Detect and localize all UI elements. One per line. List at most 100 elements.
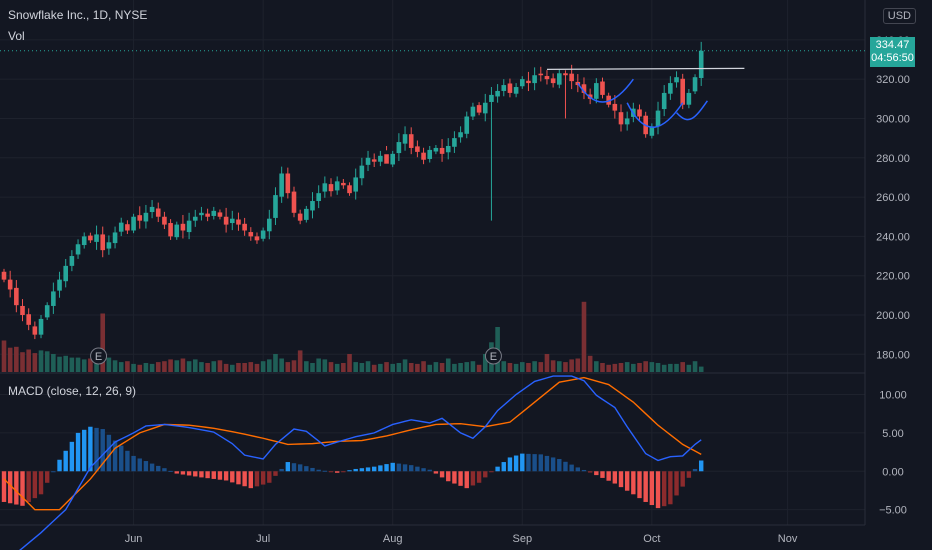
macd-histogram-bar — [427, 469, 432, 472]
candle — [402, 126, 408, 151]
candle — [112, 226, 118, 249]
candle-body — [20, 305, 25, 316]
candle — [322, 176, 328, 198]
candle — [20, 299, 25, 322]
candle — [470, 102, 476, 121]
macd-histogram-bar — [433, 471, 439, 474]
candle — [384, 145, 389, 164]
volume-bar — [637, 363, 642, 372]
candle — [334, 176, 340, 195]
candle — [390, 150, 396, 168]
candle-body — [439, 147, 445, 154]
candle-body — [692, 77, 698, 92]
macd-histogram-bar — [495, 466, 500, 472]
candle-body — [569, 73, 574, 82]
volume-bar — [390, 363, 396, 372]
date-tick-label: Sep — [512, 533, 532, 545]
volume-bar — [612, 363, 618, 372]
macd-histogram-bar — [316, 469, 321, 472]
candle — [674, 71, 679, 88]
volume-bar — [464, 362, 470, 372]
macd-histogram-bar — [100, 429, 105, 472]
macd-histogram-bar — [44, 471, 50, 483]
candle — [57, 271, 62, 298]
macd-histogram-bar — [88, 426, 93, 472]
volume-bar — [211, 361, 217, 372]
macd-histogram-bar — [409, 465, 414, 472]
candle — [38, 315, 44, 339]
volume-bar — [223, 363, 229, 372]
candle — [279, 166, 284, 203]
macd-histogram-bar — [532, 454, 537, 472]
candle-body — [310, 201, 315, 211]
volume-bar — [162, 361, 167, 372]
macd-histogram-bar — [137, 458, 142, 472]
macd-histogram-bar — [217, 471, 223, 480]
volume-bar — [482, 354, 488, 372]
candle — [427, 145, 433, 163]
candle — [433, 145, 439, 155]
volume-bar — [415, 363, 420, 372]
macd-histogram-bar — [507, 457, 513, 472]
candle-body — [618, 112, 624, 125]
macd-label[interactable]: MACD (close, 12, 26, 9) — [8, 384, 137, 398]
volume-bar — [649, 362, 655, 372]
candle-body — [470, 106, 476, 117]
candle-body — [538, 73, 544, 76]
macd-histogram-bar — [273, 471, 278, 476]
candle-body — [458, 132, 463, 138]
volume-bar — [248, 362, 254, 372]
macd-histogram-bar — [242, 471, 247, 487]
volume-bar — [501, 361, 507, 372]
price-tick-label: 200.00 — [876, 310, 910, 322]
macd-histogram-bar — [267, 471, 272, 483]
volume-bar — [285, 362, 291, 372]
volume-bar — [445, 358, 451, 372]
volume-bar — [532, 361, 537, 372]
volume-bar — [149, 363, 155, 372]
macd-histogram-bar — [563, 461, 568, 472]
symbol-title[interactable]: Snowflake Inc., 1D, NYSE — [8, 8, 148, 22]
date-tick-label: Jul — [256, 533, 270, 545]
candle — [464, 111, 470, 139]
macd-histogram-bar — [637, 471, 642, 499]
candle — [618, 104, 624, 132]
candle-body — [526, 80, 531, 84]
volume-bar — [217, 360, 223, 372]
candle-body — [273, 195, 278, 218]
candle-body — [44, 305, 50, 318]
macd-histogram-bar — [587, 471, 593, 473]
candle — [162, 211, 167, 230]
volume-bar — [631, 363, 636, 372]
macd-histogram-bar — [655, 471, 661, 509]
candle-body — [32, 326, 38, 335]
candle — [118, 217, 124, 237]
candle — [606, 92, 611, 108]
macd-histogram-bar — [680, 471, 685, 487]
candle — [501, 79, 507, 97]
candle-body — [322, 183, 328, 192]
candle-body — [38, 318, 44, 335]
macd-histogram-bar — [575, 467, 581, 472]
candle — [637, 104, 642, 121]
candle — [186, 212, 192, 240]
volume-bar — [168, 359, 173, 372]
macd-tick-label: −5.00 — [879, 505, 907, 517]
volume-bar — [643, 361, 648, 372]
macd-histogram-bar — [643, 471, 648, 502]
volume-bar — [359, 363, 365, 372]
volume-bar — [692, 361, 698, 372]
candle-body — [162, 216, 167, 225]
candle-body — [557, 73, 562, 85]
volume-bar — [322, 359, 328, 372]
candle-body — [88, 235, 93, 241]
macd-histogram-bar — [186, 471, 192, 476]
currency-button[interactable]: USD — [882, 8, 916, 24]
volume-label[interactable]: Vol — [8, 29, 25, 43]
volume-bar — [131, 363, 136, 372]
macd-histogram-bar — [501, 462, 506, 472]
macd-histogram-bar — [149, 463, 155, 472]
volume-bar — [7, 347, 13, 372]
